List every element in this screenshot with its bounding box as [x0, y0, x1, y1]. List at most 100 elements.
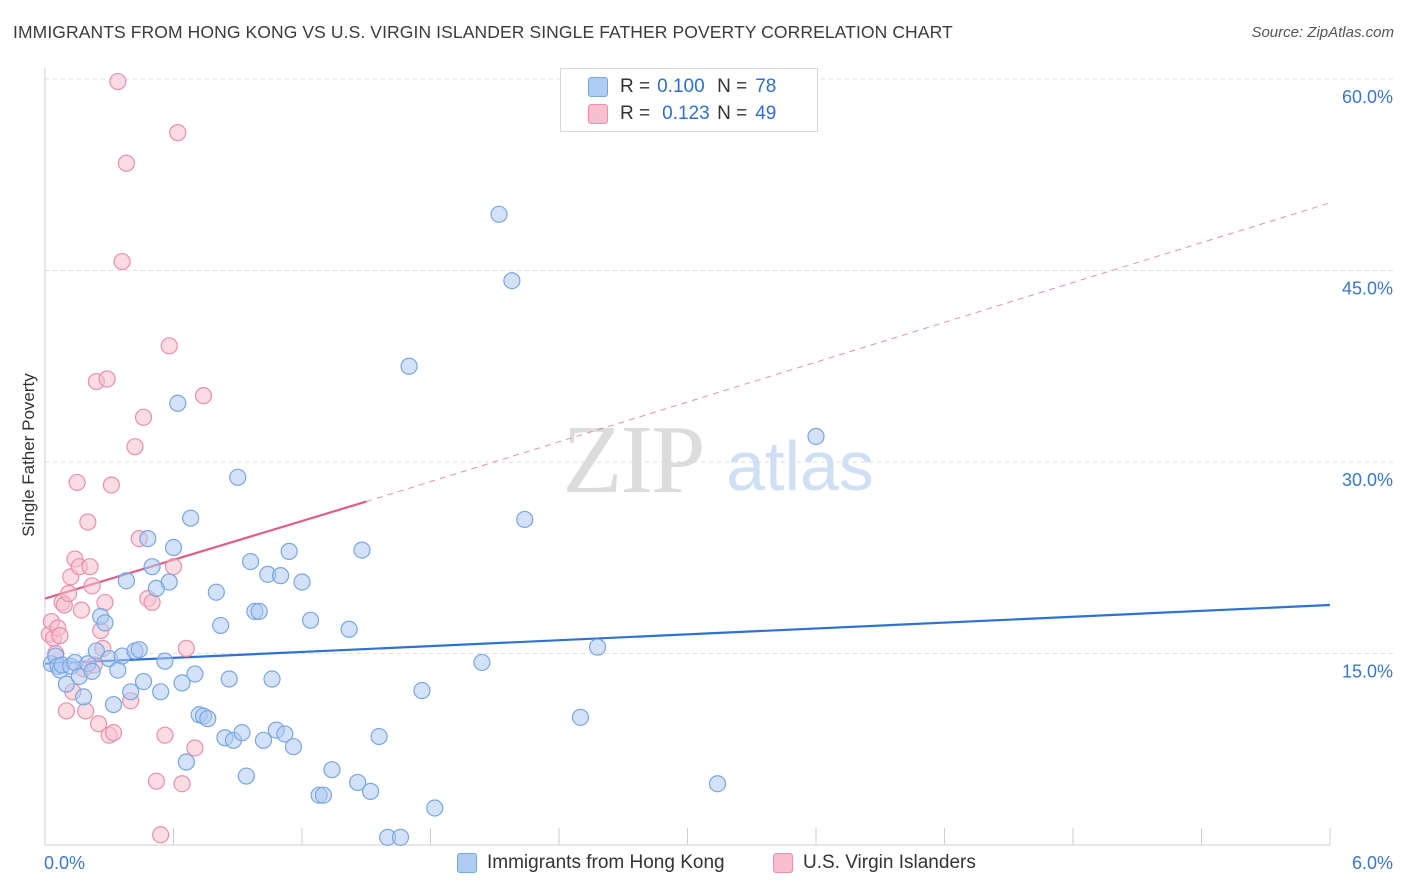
virgin-islander-point — [104, 724, 123, 742]
hong-kong-point — [391, 828, 410, 846]
hong-kong-point — [57, 675, 76, 693]
bottom-legend-hong-kong: Immigrants from Hong Kong — [457, 852, 725, 874]
hong-kong-point — [156, 652, 174, 670]
chart-title: IMMIGRANTS FROM HONG KONG VS U.S. VIRGIN… — [13, 22, 953, 42]
virgin-islander-point — [79, 513, 97, 531]
hong-kong-point — [516, 510, 534, 529]
hong-kong-trend-line — [44, 603, 1331, 665]
virgin-islander-point — [51, 627, 69, 645]
bottom-legend-swatch-pink — [773, 853, 793, 873]
hong-kong-point — [426, 799, 444, 817]
hong-kong-point — [186, 665, 204, 683]
hong-kong-point — [276, 725, 294, 743]
virgin-islander-point — [152, 826, 170, 844]
virgin-islander-point — [117, 154, 135, 172]
bottom-legend-swatch-blue — [457, 853, 477, 873]
virgin-islander-point — [57, 702, 76, 720]
hong-kong-point — [96, 614, 114, 632]
hong-kong-point — [293, 573, 311, 591]
hong-kong-point — [361, 782, 380, 800]
virgin-islander-point — [89, 715, 108, 733]
hong-kong-point — [413, 681, 431, 700]
hong-kong-point — [130, 641, 148, 659]
hong-kong-point — [323, 761, 341, 779]
hong-kong-point — [83, 662, 101, 680]
correlation-legend: R = 0.100 N = 78 R = 0.123 N = 49 — [560, 68, 818, 132]
virgin-islander-point — [147, 772, 165, 790]
r-value: 0.123 — [662, 102, 710, 124]
hong-kong-point — [212, 616, 230, 635]
hong-kong-point — [87, 642, 106, 660]
hong-kong-point — [400, 357, 418, 375]
hong-kong-point — [807, 427, 825, 446]
virgin-islander-point — [164, 558, 183, 576]
hong-kong-point — [271, 567, 290, 585]
hong-kong-point — [708, 775, 727, 793]
hong-kong-point — [473, 653, 491, 672]
hong-kong-point — [117, 572, 135, 590]
hong-kong-point — [280, 542, 298, 560]
virgin-islander-point — [81, 558, 99, 576]
hong-kong-point — [353, 541, 371, 559]
x-tick-label-min: 0.0% — [44, 853, 85, 873]
legend-row-virgin-islanders: R = 0.123 N = 49 — [561, 100, 776, 127]
virgin-islander-point — [59, 584, 78, 603]
virgin-islander-trend-extension — [366, 202, 1331, 503]
x-tick-label-max: 6.0% — [1352, 853, 1393, 873]
watermark-atlas: atlas — [726, 427, 874, 505]
legend-row-hong-kong: R = 0.100 N = 78 — [561, 73, 776, 100]
n-value: 78 — [755, 75, 777, 97]
hong-kong-point — [134, 672, 153, 691]
hong-kong-point — [139, 529, 157, 548]
hong-kong-point — [349, 773, 367, 792]
hong-kong-point — [370, 727, 388, 746]
virgin-islander-point — [126, 438, 144, 456]
hong-kong-point — [571, 708, 590, 726]
hong-kong-point — [160, 573, 178, 591]
hong-kong-point — [503, 272, 521, 290]
hong-kong-point — [254, 731, 273, 749]
hong-kong-point — [199, 710, 217, 728]
hong-kong-point — [242, 552, 260, 571]
bottom-legend-label: U.S. Virgin Islanders — [803, 852, 976, 873]
r-label: R = — [620, 75, 651, 97]
virgin-islander-point — [72, 601, 91, 619]
virgin-islander-point — [98, 370, 116, 388]
virgin-islander-point — [186, 739, 204, 757]
virgin-islander-point — [83, 577, 101, 595]
hong-kong-point — [182, 509, 200, 527]
hong-kong-point — [152, 683, 170, 701]
hong-kong-point — [169, 394, 187, 412]
virgin-islander-point — [169, 124, 187, 142]
virgin-islander-point — [134, 408, 153, 426]
hong-kong-point — [490, 205, 508, 223]
hong-kong-point — [229, 468, 247, 486]
source-label: Source: ZipAtlas.com — [1251, 24, 1394, 41]
hong-kong-point — [284, 738, 303, 756]
virgin-islander-point — [173, 775, 191, 793]
n-label: N = — [717, 102, 748, 124]
hong-kong-point — [250, 602, 268, 620]
hong-kong-point — [122, 683, 140, 701]
virgin-islander-point — [113, 252, 131, 271]
watermark: ZIP atlas — [563, 406, 874, 514]
virgin-islander-point — [68, 473, 86, 492]
hong-kong-point — [74, 688, 93, 706]
r-value: 0.100 — [657, 75, 705, 97]
hong-kong-point — [263, 670, 281, 688]
hong-kong-point — [220, 670, 238, 688]
hong-kong-point — [104, 695, 123, 714]
hong-kong-point — [340, 620, 358, 638]
hong-kong-point — [164, 538, 183, 557]
hong-kong-point — [237, 767, 255, 785]
hong-kong-point — [207, 583, 225, 601]
virgin-islander-point — [156, 726, 174, 744]
virgin-islander-point — [109, 72, 127, 91]
hong-kong-point — [314, 786, 333, 804]
legend-swatch-pink — [588, 103, 608, 124]
n-label: N = — [717, 75, 748, 97]
virgin-islander-point — [177, 639, 195, 657]
virgin-islander-point — [160, 337, 178, 355]
hong-kong-point — [301, 611, 320, 629]
y-tick-label: 15.0% — [1342, 662, 1393, 682]
